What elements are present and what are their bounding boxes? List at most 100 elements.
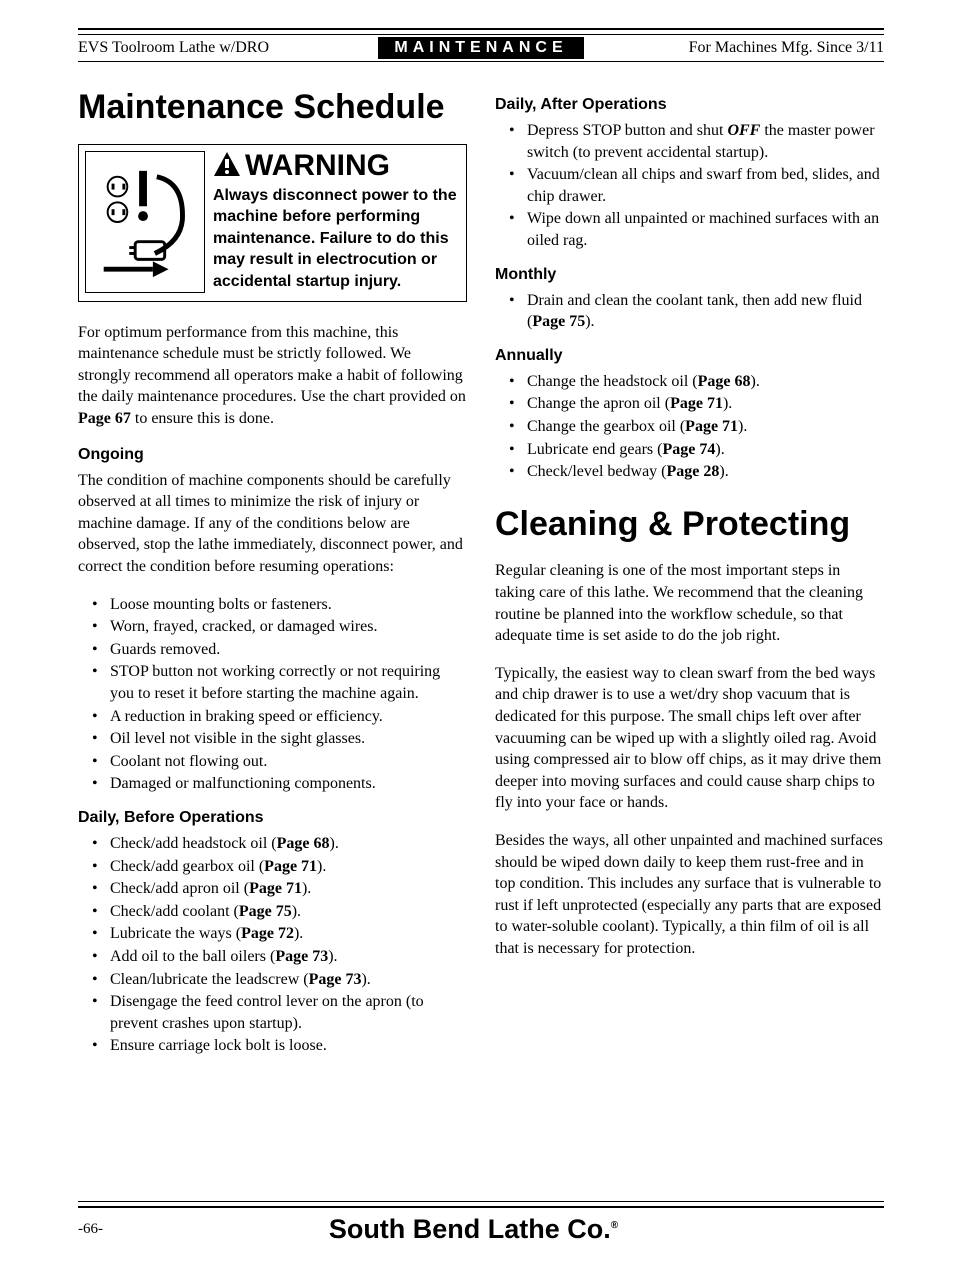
list-item-text-tail: ). [723, 395, 732, 412]
page-reference: Page 75 [239, 903, 292, 920]
list-item-text: Lubricate end gears ( [527, 441, 662, 458]
list-item-text-tail: ). [585, 313, 594, 330]
list-item-text: Lubricate the ways ( [110, 925, 241, 942]
list-item-text: Check/add apron oil ( [110, 880, 249, 897]
list-item-text: Add oil to the ball oilers ( [110, 948, 275, 965]
list-item: Change the headstock oil (Page 68). [495, 371, 884, 393]
cleaning-p2: Typically, the easiest way to clean swar… [495, 663, 884, 814]
page-reference: Page 28 [667, 463, 720, 480]
list-item: Ensure carriage lock bolt is loose. [78, 1035, 467, 1057]
list-item: Check/level bedway (Page 28). [495, 461, 884, 483]
daily-before-head: Daily, Before Operations [78, 809, 467, 827]
footer-logo-text: South Bend Lathe Co. [329, 1214, 611, 1244]
list-item: Oil level not visible in the sight glass… [78, 728, 467, 750]
list-item: Lubricate end gears (Page 74). [495, 439, 884, 461]
monthly-head: Monthly [495, 266, 884, 284]
list-item-text-tail: ). [330, 835, 339, 852]
list-item: Loose mounting bolts or fasteners. [78, 594, 467, 616]
list-item: Vacuum/clean all chips and swarf from be… [495, 164, 884, 207]
list-item-text: Wipe down all unpainted or machined surf… [527, 210, 879, 249]
warning-body: Always disconnect power to the machine b… [213, 185, 458, 293]
ongoing-paragraph: The condition of machine components shou… [78, 470, 467, 578]
footer-rule [78, 1201, 884, 1208]
page-reference: Page 68 [277, 835, 330, 852]
list-item-text-tail: ). [292, 903, 301, 920]
list-item-text: Change the apron oil ( [527, 395, 670, 412]
list-item: A reduction in braking speed or efficien… [78, 706, 467, 728]
list-item-text-tail: ). [294, 925, 303, 942]
annually-list: Change the headstock oil (Page 68).Chang… [495, 371, 884, 483]
header-rule-bottom [78, 61, 884, 62]
list-item: Disengage the feed control lever on the … [78, 991, 467, 1034]
page-reference: Page 71 [685, 418, 738, 435]
list-item-text-tail: ). [751, 373, 760, 390]
page-reference: Page 73 [309, 971, 362, 988]
list-item-text: Ensure carriage lock bolt is loose. [110, 1037, 327, 1054]
content-columns: Maintenance Schedule [78, 74, 884, 1071]
intro-a: For optimum performance from this machin… [78, 324, 466, 406]
header-rule-top [78, 28, 884, 35]
list-item: Check/add coolant (Page 75). [78, 901, 467, 923]
page-reference: Page 71 [249, 880, 302, 897]
list-item: Depress STOP button and shut OFF the mas… [495, 120, 884, 163]
header-left: EVS Toolroom Lathe w/DRO [78, 39, 378, 57]
list-item-text: Check/add gearbox oil ( [110, 858, 264, 875]
page-reference: Page 73 [275, 948, 328, 965]
daily-before-list: Check/add headstock oil (Page 68).Check/… [78, 833, 467, 1057]
list-item: Change the apron oil (Page 71). [495, 393, 884, 415]
warning-text: WARNING Always disconnect power to the m… [213, 151, 458, 293]
daily-after-head: Daily, After Operations [495, 96, 884, 114]
annually-head: Annually [495, 347, 884, 365]
warning-triangle-icon [213, 151, 241, 181]
list-item-text: Change the headstock oil ( [527, 373, 698, 390]
list-item-text-tail: ). [317, 858, 326, 875]
left-column: Maintenance Schedule [78, 74, 467, 1071]
list-item-text: Check/level bedway ( [527, 463, 667, 480]
list-item-text: Clean/lubricate the leadscrew ( [110, 971, 309, 988]
list-item: Worn, frayed, cracked, or damaged wires. [78, 616, 467, 638]
disconnect-power-icon [85, 151, 205, 293]
list-item: Wipe down all unpainted or machined surf… [495, 208, 884, 251]
list-item: Clean/lubricate the leadscrew (Page 73). [78, 969, 467, 991]
list-item: STOP button not working correctly or not… [78, 661, 467, 704]
warning-heading: WARNING [213, 151, 458, 181]
off-emphasis: OFF [727, 122, 760, 139]
list-item-text: Change the gearbox oil ( [527, 418, 685, 435]
list-item-text-tail: ). [719, 463, 728, 480]
list-item: Check/add gearbox oil (Page 71). [78, 856, 467, 878]
list-item: Damaged or malfunctioning components. [78, 773, 467, 795]
list-item-text: Vacuum/clean all chips and swarf from be… [527, 166, 880, 205]
right-column: Daily, After Operations Depress STOP but… [495, 74, 884, 1071]
monthly-list: Drain and clean the coolant tank, then a… [495, 290, 884, 333]
list-item-text: Disengage the feed control lever on the … [110, 993, 424, 1032]
footer-logo: South Bend Lathe Co.® [103, 1214, 844, 1245]
list-item-text: Check/add headstock oil ( [110, 835, 277, 852]
list-item-text-tail: ). [328, 948, 337, 965]
list-item-text-tail: ). [715, 441, 724, 458]
list-item-text: Check/add coolant ( [110, 903, 239, 920]
list-item: Check/add apron oil (Page 71). [78, 878, 467, 900]
header-center: MAINTENANCE [378, 37, 583, 59]
warning-heading-text: WARNING [245, 151, 390, 181]
warning-box: WARNING Always disconnect power to the m… [78, 144, 467, 302]
list-item-text-tail: ). [738, 418, 747, 435]
intro-b: to ensure this is done. [131, 410, 274, 427]
list-item: Change the gearbox oil (Page 71). [495, 416, 884, 438]
cleaning-p1: Regular cleaning is one of the most impo… [495, 560, 884, 646]
page-reference: Page 75 [532, 313, 585, 330]
header-right: For Machines Mfg. Since 3/11 [584, 39, 884, 57]
intro-pageref: Page 67 [78, 410, 131, 427]
maintenance-schedule-title: Maintenance Schedule [78, 90, 467, 126]
list-item-text-tail: ). [361, 971, 370, 988]
list-item: Add oil to the ball oilers (Page 73). [78, 946, 467, 968]
list-item-text: Depress STOP button and shut [527, 122, 727, 139]
list-item-text-tail: ). [302, 880, 311, 897]
registered-mark: ® [611, 1220, 618, 1231]
page-reference: Page 72 [241, 925, 294, 942]
list-item: Guards removed. [78, 639, 467, 661]
intro-paragraph: For optimum performance from this machin… [78, 322, 467, 430]
footer-row: -66- South Bend Lathe Co.® [78, 1208, 884, 1245]
ongoing-list: Loose mounting bolts or fasteners.Worn, … [78, 594, 467, 795]
cleaning-title: Cleaning & Protecting [495, 507, 884, 543]
page: EVS Toolroom Lathe w/DRO MAINTENANCE For… [0, 0, 954, 1265]
